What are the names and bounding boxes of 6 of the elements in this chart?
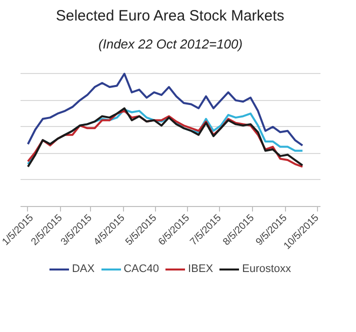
chart-title: Selected Euro Area Stock Markets: [56, 8, 284, 24]
chart-subtitle: (Index 22 Oct 2012=100): [98, 36, 243, 52]
legend-label: DAX: [72, 263, 95, 275]
legend-label: CAC40: [124, 263, 160, 275]
legend-label: Eurostoxx: [242, 263, 292, 275]
legend-label: IBEX: [188, 263, 214, 275]
